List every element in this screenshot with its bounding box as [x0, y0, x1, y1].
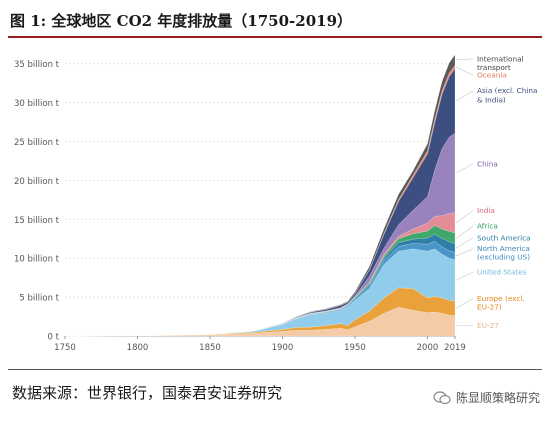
y-tick-label: 10 billion t [14, 255, 60, 265]
x-tick-label: 1800 [127, 343, 149, 353]
x-tick-label: 1750 [54, 343, 76, 353]
y-tick-label: 30 billion t [14, 99, 60, 109]
series-label: (excluding US) [477, 253, 530, 262]
y-axis-ticks: 0 t 5 billion t 10 billion t 15 billion t 20… [14, 60, 60, 342]
series-label: Oceania [477, 71, 507, 80]
label-leader [455, 271, 474, 281]
label-leader [455, 90, 474, 102]
series-label: International [477, 54, 524, 63]
label-leader [455, 210, 474, 224]
series-label: EU-27) [477, 303, 502, 312]
series-label: Europe (excl. [477, 294, 525, 303]
y-tick-label: 25 billion t [14, 138, 60, 148]
series-label: United States [477, 268, 527, 277]
x-tick-label: 1900 [272, 343, 294, 353]
series-labels: EU-27 Europe (excl.EU-27) United States Nor… [455, 54, 538, 330]
y-tick-label: 20 billion t [14, 177, 60, 187]
label-leader [455, 58, 474, 61]
figure-title: 图 1: 全球地区 CO2 年度排放量（1750-2019） [10, 12, 353, 30]
source-note: 数据来源：世界银行，国泰君安证券研究 [12, 384, 283, 402]
y-tick-label: 15 billion t [14, 216, 60, 226]
stacked-areas [64, 54, 456, 337]
x-axis-ticks: 1750 1800 1850 1900 1950 2000 2019 [54, 336, 466, 353]
y-tick-label: 0 t [48, 333, 60, 343]
x-tick-label: 2000 [417, 343, 439, 353]
y-tick-label: 35 billion t [14, 60, 60, 70]
y-tick-label: 5 billion t [19, 294, 59, 304]
series-label: EU-27 [477, 321, 499, 330]
watermark-text: 陈显顺策略研究 [455, 391, 540, 405]
series-label: transport [477, 63, 511, 72]
title-rule [8, 36, 542, 38]
label-leader [455, 298, 474, 309]
wechat-icon [433, 391, 451, 405]
source-rule [8, 369, 542, 370]
label-leader [455, 66, 474, 76]
series-label: & India) [477, 96, 506, 105]
label-leader [455, 163, 474, 174]
x-tick-label: 2019 [444, 343, 466, 353]
label-leader [455, 237, 474, 249]
series-label: North America [477, 244, 530, 253]
area-international-transport [64, 54, 456, 337]
label-leader [455, 225, 474, 239]
series-label: China [477, 159, 498, 168]
watermark: 陈显顺策略研究 [433, 386, 540, 410]
x-tick-label: 1850 [199, 343, 221, 353]
x-tick-label: 1950 [344, 343, 366, 353]
series-label: Asia (excl. China [477, 86, 538, 95]
series-label: India [477, 206, 495, 215]
label-leader [455, 248, 474, 257]
series-label: South America [477, 233, 531, 242]
co2-emissions-chart: 0 t 5 billion t 10 billion t 15 billion t 20… [14, 54, 538, 353]
series-label: Africa [477, 222, 498, 231]
